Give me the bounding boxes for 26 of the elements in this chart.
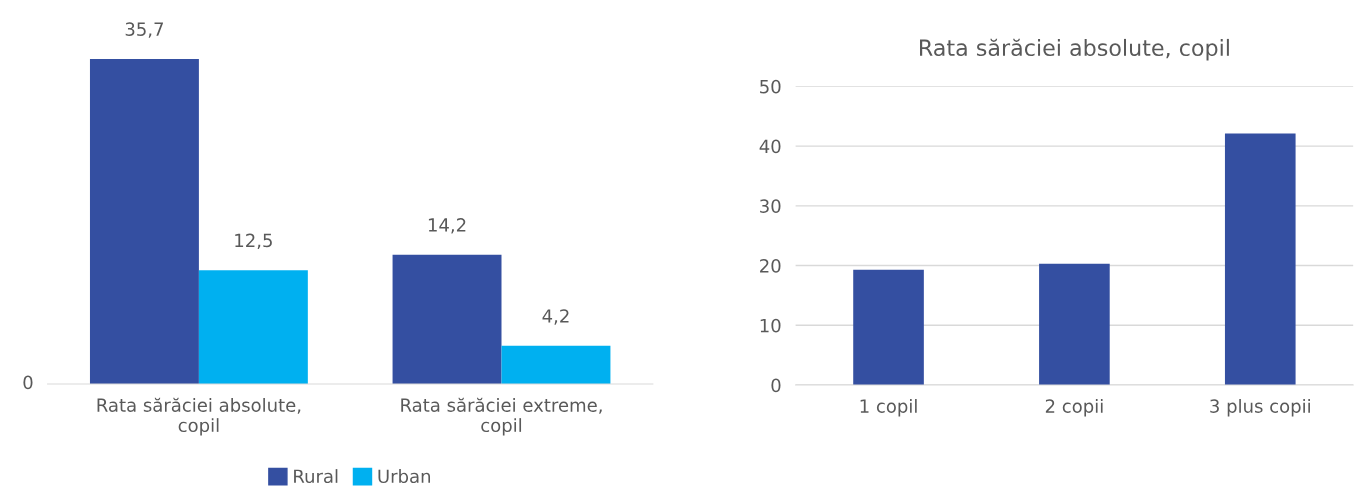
y-tick-label: 10 xyxy=(760,318,781,333)
x-tick-label: Rata sărăciei absolute, copil xyxy=(97,397,301,436)
bar xyxy=(1224,133,1296,386)
y-tick-label: 0 xyxy=(771,378,781,393)
data-label: 35,7 xyxy=(125,22,163,38)
bar xyxy=(89,58,199,385)
bar xyxy=(1039,263,1110,386)
x-tick-label: 3 plus copii xyxy=(1210,398,1310,417)
x-tick-label: 2 copii xyxy=(1045,398,1103,417)
chart-title: Rata sărăciei absolute, copil xyxy=(920,38,1229,61)
y-tick-label: 50 xyxy=(760,79,781,94)
data-label: 12,5 xyxy=(235,233,272,250)
y-tick-label: 30 xyxy=(760,199,781,213)
y-tick-label: 40 xyxy=(759,139,781,154)
bar xyxy=(853,269,924,386)
bar xyxy=(392,254,502,385)
x-tick-label: 1 copil xyxy=(860,398,917,417)
data-label: 4,2 xyxy=(542,309,569,325)
data-label: 14,2 xyxy=(428,218,466,234)
legend-label: Urban xyxy=(378,469,431,484)
y-tick-label: 20 xyxy=(760,259,781,273)
x-tick-label: Rata sărăciei extreme, copil xyxy=(401,397,602,436)
text: 0 xyxy=(23,375,33,390)
bar xyxy=(198,270,308,385)
bar xyxy=(501,345,611,385)
legend-label: Rural xyxy=(294,469,338,484)
